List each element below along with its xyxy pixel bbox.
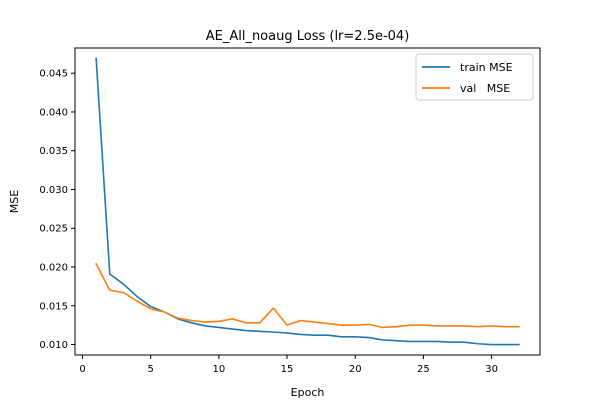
y-tick-label: 0.040: [39, 107, 68, 118]
y-tick-label: 0.030: [39, 185, 68, 196]
y-tick-label: 0.020: [39, 263, 68, 274]
x-axis-ticks: 0 5 10 15 20 25 30: [79, 355, 498, 375]
y-tick-label: 0.045: [39, 69, 68, 80]
legend-label-val-mse: val MSE: [460, 82, 510, 95]
x-tick-label: 15: [281, 364, 294, 375]
y-tick-label: 0.035: [39, 146, 68, 157]
x-axis-label: Epoch: [291, 386, 325, 399]
y-axis-ticks: 0.010 0.015 0.020 0.025 0.030 0.035 0.040 0.045: [39, 69, 75, 351]
legend-label-train-mse: train MSE: [460, 61, 513, 74]
x-tick-label: 25: [417, 364, 430, 375]
x-tick-label: 30: [485, 364, 498, 375]
legend: train MSE val MSE: [415, 53, 534, 101]
x-tick-label: 10: [212, 364, 225, 375]
x-tick-label: 0: [79, 364, 85, 375]
series-layer: [95, 57, 520, 346]
x-tick-label: 20: [349, 364, 362, 375]
val-mse-line: [95, 262, 520, 329]
x-tick-label: 5: [147, 364, 153, 375]
chart-title: AE_All_noaug Loss (lr=2.5e-04): [206, 29, 410, 44]
y-tick-label: 0.015: [39, 301, 68, 312]
y-axis-label: MSE: [8, 190, 21, 213]
y-tick-label: 0.025: [39, 224, 68, 235]
plot-frame: [74, 47, 541, 356]
y-tick-label: 0.010: [39, 340, 68, 351]
